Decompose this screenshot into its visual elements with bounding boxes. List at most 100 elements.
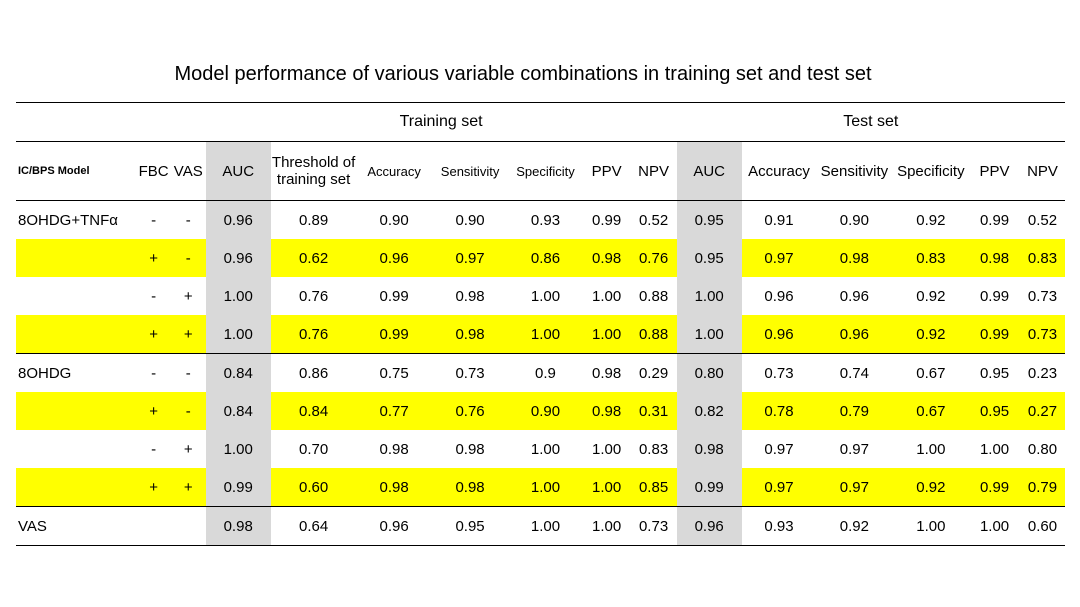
table-row: + +0.99 0.60 0.98 0.98 1.00 1.00 0.85 0.99 0.97 0.…	[16, 468, 1065, 507]
table-title: Model performance of various variable co…	[174, 63, 872, 85]
row-vas-cell: -	[170, 353, 206, 392]
col-header-train-ppv: PPV	[582, 141, 631, 201]
train-npv-cell: 0.88	[630, 315, 677, 354]
row-fbc-cell	[136, 506, 171, 546]
train-specificity-cell: 0.86	[508, 239, 583, 277]
table-row: - +1.00 0.70 0.98 0.98 1.00 1.00 0.83 0.98 0.97 0.…	[16, 430, 1065, 468]
train-sensitivity-cell: 0.73	[431, 353, 509, 392]
col-header-train-accuracy: Accuracy	[356, 141, 432, 201]
train-sensitivity-cell: 0.98	[455, 287, 485, 305]
test-sensitivity-cell: 0.92	[816, 506, 893, 546]
row-model-cell: 8OHDG+TNFα	[16, 200, 137, 239]
test-specificity-cell: 1.00	[916, 440, 946, 458]
train-auc-cell: 1.00	[205, 315, 271, 354]
test-npv-cell: 0.80	[1027, 440, 1058, 458]
test-auc-cell: 0.98	[676, 430, 742, 468]
train-npv-cell: 0.88	[638, 287, 669, 305]
table-row: 8OHDG - -0.84 0.86 0.75 0.73 0.9 0.98 0.29 0.80 0.…	[16, 353, 1065, 392]
test-sensitivity-cell: 0.96	[816, 315, 893, 354]
row-vas-cell: +	[170, 468, 206, 507]
row-fbc-cell: +	[136, 392, 171, 430]
train-ppv-cell: 0.98	[582, 239, 631, 277]
test-npv-cell: 0.79	[1020, 468, 1065, 507]
test-ppv-cell: 0.95	[969, 353, 1021, 392]
train-ppv-cell: 1.00	[592, 287, 622, 305]
col-header-test-sensitivity: Sensitivity	[816, 141, 893, 201]
train-ppv-cell: 0.98	[582, 392, 631, 430]
test-accuracy-cell: 0.93	[741, 506, 817, 546]
col-header-train-threshold: Threshold of training set	[270, 141, 357, 201]
col-header-model: IC/BPS Model	[16, 141, 137, 201]
train-ppv-cell: 1.00	[582, 468, 631, 507]
test-npv-cell: 0.27	[1020, 392, 1065, 430]
train-specificity-cell: 1.00	[508, 468, 583, 507]
test-sensitivity-cell: 0.98	[816, 239, 893, 277]
train-auc-cell: 0.98	[205, 506, 271, 546]
train-auc-cell: 0.99	[205, 468, 271, 507]
test-specificity-cell: 0.83	[892, 239, 970, 277]
row-model-cell	[16, 315, 137, 354]
train-auc-cell: 1.00	[205, 430, 271, 468]
col-header-test-npv: NPV	[1020, 141, 1065, 201]
test-specificity-cell: 0.92	[892, 468, 970, 507]
test-ppv-cell: 0.98	[969, 239, 1021, 277]
col-header-fbc: FBC	[136, 141, 171, 201]
col-header-test-auc: AUC	[676, 141, 742, 201]
train-npv-cell: 0.52	[630, 200, 677, 239]
train-sensitivity-cell: 0.98	[431, 468, 509, 507]
train-specificity-cell: 0.93	[508, 200, 583, 239]
train-sensitivity-cell: 0.98	[431, 315, 509, 354]
row-vas-cell: -	[170, 239, 206, 277]
test-sensitivity-cell: 0.96	[839, 287, 869, 305]
train-accuracy-cell: 0.98	[379, 440, 409, 458]
row-model-cell	[16, 430, 136, 468]
train-npv-cell: 0.73	[630, 506, 677, 546]
test-npv-cell: 0.83	[1020, 239, 1065, 277]
train-threshold-cell: 0.60	[270, 468, 357, 507]
test-specificity-cell: 1.00	[892, 506, 970, 546]
train-ppv-cell: 1.00	[592, 440, 622, 458]
train-specificity-cell: 1.00	[530, 440, 561, 458]
test-sensitivity-cell: 0.74	[816, 353, 893, 392]
row-vas-cell: +	[183, 287, 193, 305]
test-accuracy-cell: 0.91	[741, 200, 817, 239]
row-fbc-cell: -	[151, 287, 157, 305]
train-accuracy-cell: 0.96	[356, 239, 432, 277]
test-ppv-cell: 1.00	[979, 440, 1010, 458]
train-npv-cell: 0.29	[630, 353, 677, 392]
train-sensitivity-cell: 0.97	[431, 239, 509, 277]
test-auc-cell: 0.96	[676, 506, 742, 546]
col-header-train-specificity: Specificity	[508, 141, 583, 201]
train-accuracy-cell: 0.90	[356, 200, 432, 239]
row-vas-cell: -	[170, 392, 206, 430]
table-row: - +1.00 0.76 0.99 0.98 1.00 1.00 0.88 1.00 0.96 0.…	[16, 277, 1065, 315]
train-accuracy-cell: 0.98	[356, 468, 432, 507]
test-accuracy-cell: 0.96	[764, 287, 794, 305]
test-specificity-cell: 0.92	[892, 315, 970, 354]
test-auc-cell: 0.95	[676, 200, 742, 239]
test-npv-cell: 0.23	[1020, 353, 1065, 392]
train-npv-cell: 0.76	[630, 239, 677, 277]
table-row: + +1.00 0.76 0.99 0.98 1.00 1.00 0.88 1.00 0.96 0.…	[16, 315, 1065, 354]
row-fbc-cell: +	[136, 468, 171, 507]
train-sensitivity-cell: 0.76	[431, 392, 509, 430]
col-header-test-accuracy: Accuracy	[741, 141, 817, 201]
test-npv-cell: 0.60	[1020, 506, 1065, 546]
group-header-row: Training set Test set	[16, 102, 1065, 142]
train-threshold-cell: 0.64	[270, 506, 357, 546]
test-ppv-cell: 1.00	[969, 506, 1021, 546]
train-specificity-cell: 1.00	[508, 506, 583, 546]
train-ppv-cell: 0.99	[582, 200, 631, 239]
test-npv-cell: 0.52	[1020, 200, 1065, 239]
test-ppv-cell: 0.95	[969, 392, 1021, 430]
train-specificity-cell: 1.00	[530, 287, 561, 305]
train-sensitivity-cell: 0.98	[455, 440, 485, 458]
test-auc-cell: 0.95	[676, 239, 742, 277]
row-fbc-cell: -	[151, 440, 157, 458]
train-accuracy-cell: 0.96	[356, 506, 432, 546]
train-npv-cell: 0.83	[638, 440, 669, 458]
table-row: + -0.84 0.84 0.77 0.76 0.90 0.98 0.31 0.82 0.78 0.…	[16, 392, 1065, 430]
test-auc-cell: 1.00	[676, 277, 742, 315]
train-threshold-cell: 0.86	[270, 353, 357, 392]
test-sensitivity-cell: 0.97	[816, 468, 893, 507]
